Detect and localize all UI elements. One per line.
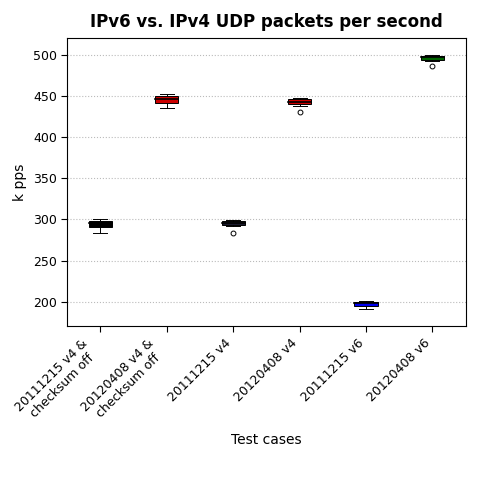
Title: IPv6 vs. IPv4 UDP packets per second: IPv6 vs. IPv4 UDP packets per second (90, 13, 443, 31)
Bar (222, 221, 245, 225)
Bar (89, 221, 112, 227)
Bar (288, 99, 311, 104)
Y-axis label: k pps: k pps (13, 164, 27, 201)
X-axis label: Test cases: Test cases (231, 433, 302, 447)
Bar (421, 56, 444, 60)
Bar (354, 302, 378, 306)
Bar (155, 96, 179, 103)
